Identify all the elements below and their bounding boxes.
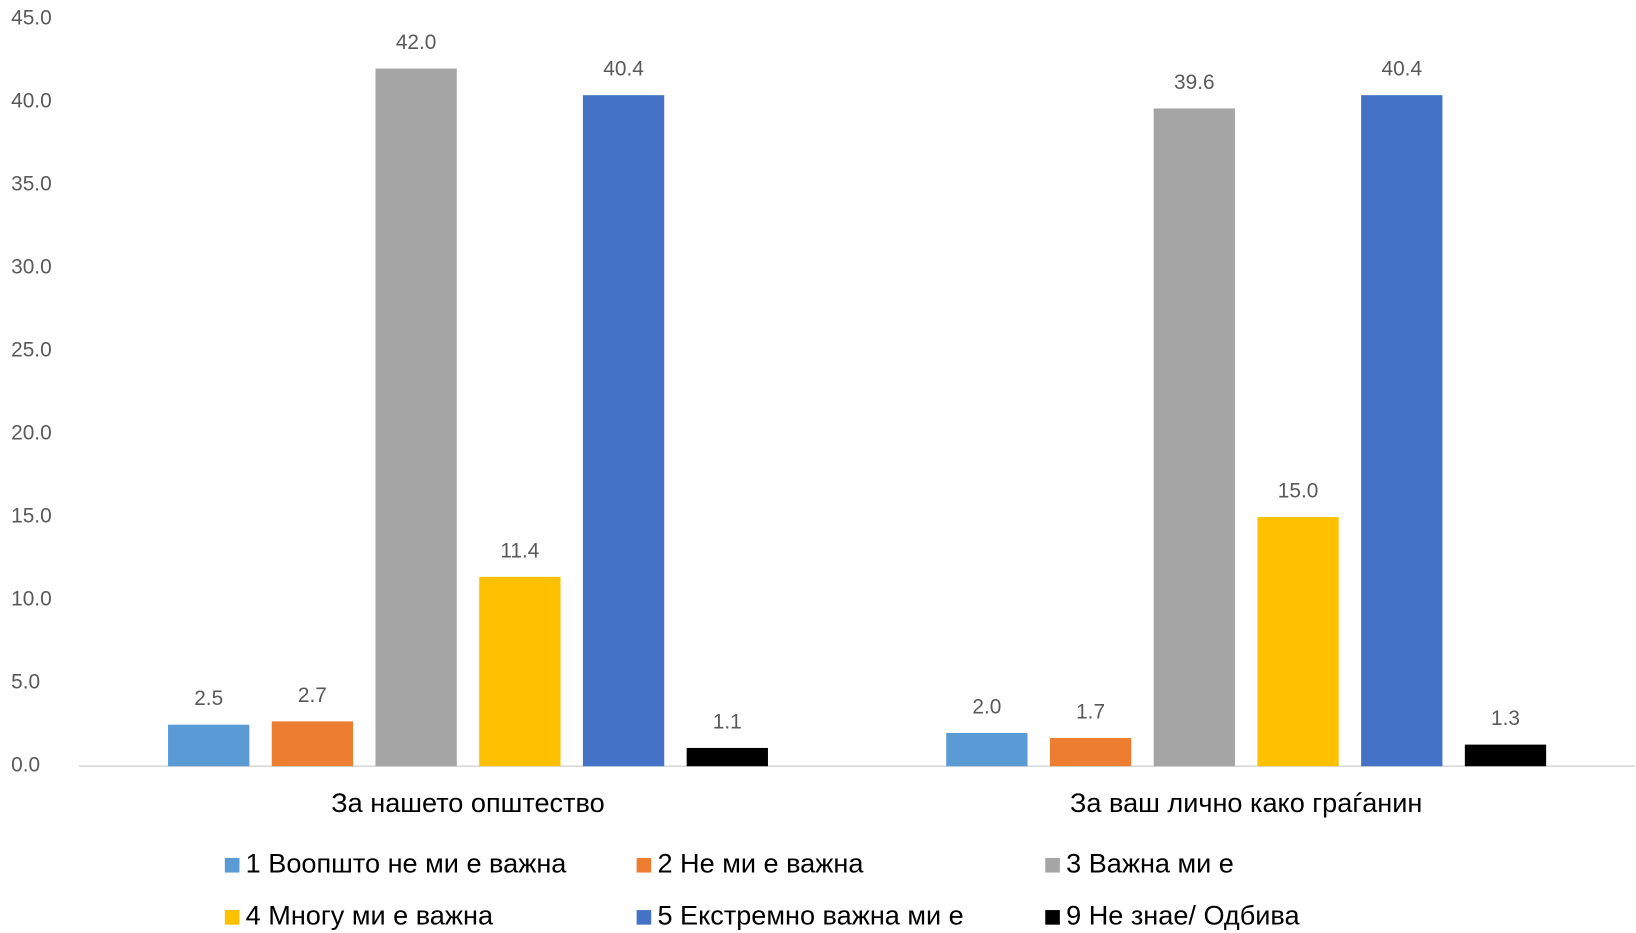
data-label: 15.0 [1278,480,1319,503]
bar [1153,108,1235,767]
data-label: 2.0 [972,695,1001,718]
y-tick-label: 30.0 [11,255,52,278]
legend-swatch [636,857,652,873]
legend-swatch [224,857,240,873]
data-label: 11.4 [500,539,539,562]
x-tick-label: За нашето општество [331,787,604,818]
bar [1049,737,1132,767]
bar [168,724,250,767]
y-tick-label: 45.0 [11,6,52,29]
data-label: 2.7 [298,684,327,707]
y-tick-label: 35.0 [11,172,52,195]
y-tick-label: 0.0 [11,754,40,777]
data-label: 1.1 [713,710,742,733]
data-label: 42.0 [396,31,437,54]
data-label: 40.4 [1382,58,1423,81]
y-tick-label: 20.0 [11,422,52,445]
data-label: 2.5 [194,687,223,710]
bar [946,732,1028,767]
bar [686,747,768,767]
legend-label: 3 Важна ми е [1066,847,1234,878]
legend-swatch [636,910,652,925]
bar [1257,517,1339,767]
legend-label: 1 Воопшто не ми е важна [246,847,568,878]
legend-label: 9 Не знае/ Одбива [1066,900,1300,931]
legend-swatch [1045,857,1060,873]
bar [479,576,561,767]
bar [1464,744,1547,767]
data-label: 39.6 [1174,71,1215,94]
y-tick-label: 25.0 [11,338,52,361]
data-label: 1.7 [1076,700,1105,723]
y-tick-label: 40.0 [11,89,52,112]
legend-label: 4 Многу ми е важна [246,900,494,931]
y-tick-label: 15.0 [11,505,52,528]
bar [582,95,665,767]
legend-label: 2 Не ми е важна [657,847,864,878]
y-tick-label: 5.0 [11,671,40,694]
bar [375,68,457,767]
legend-swatch [224,910,240,925]
data-label: 40.4 [603,58,644,81]
y-tick-label: 10.0 [11,588,52,611]
x-tick-label: За ваш лично како граѓанин [1070,787,1422,818]
legend-swatch [1045,910,1060,925]
bar [271,721,354,767]
legend-label: 5 Екстремно важна ми е [657,900,963,931]
data-label: 1.3 [1491,707,1520,730]
bar [1361,95,1443,767]
